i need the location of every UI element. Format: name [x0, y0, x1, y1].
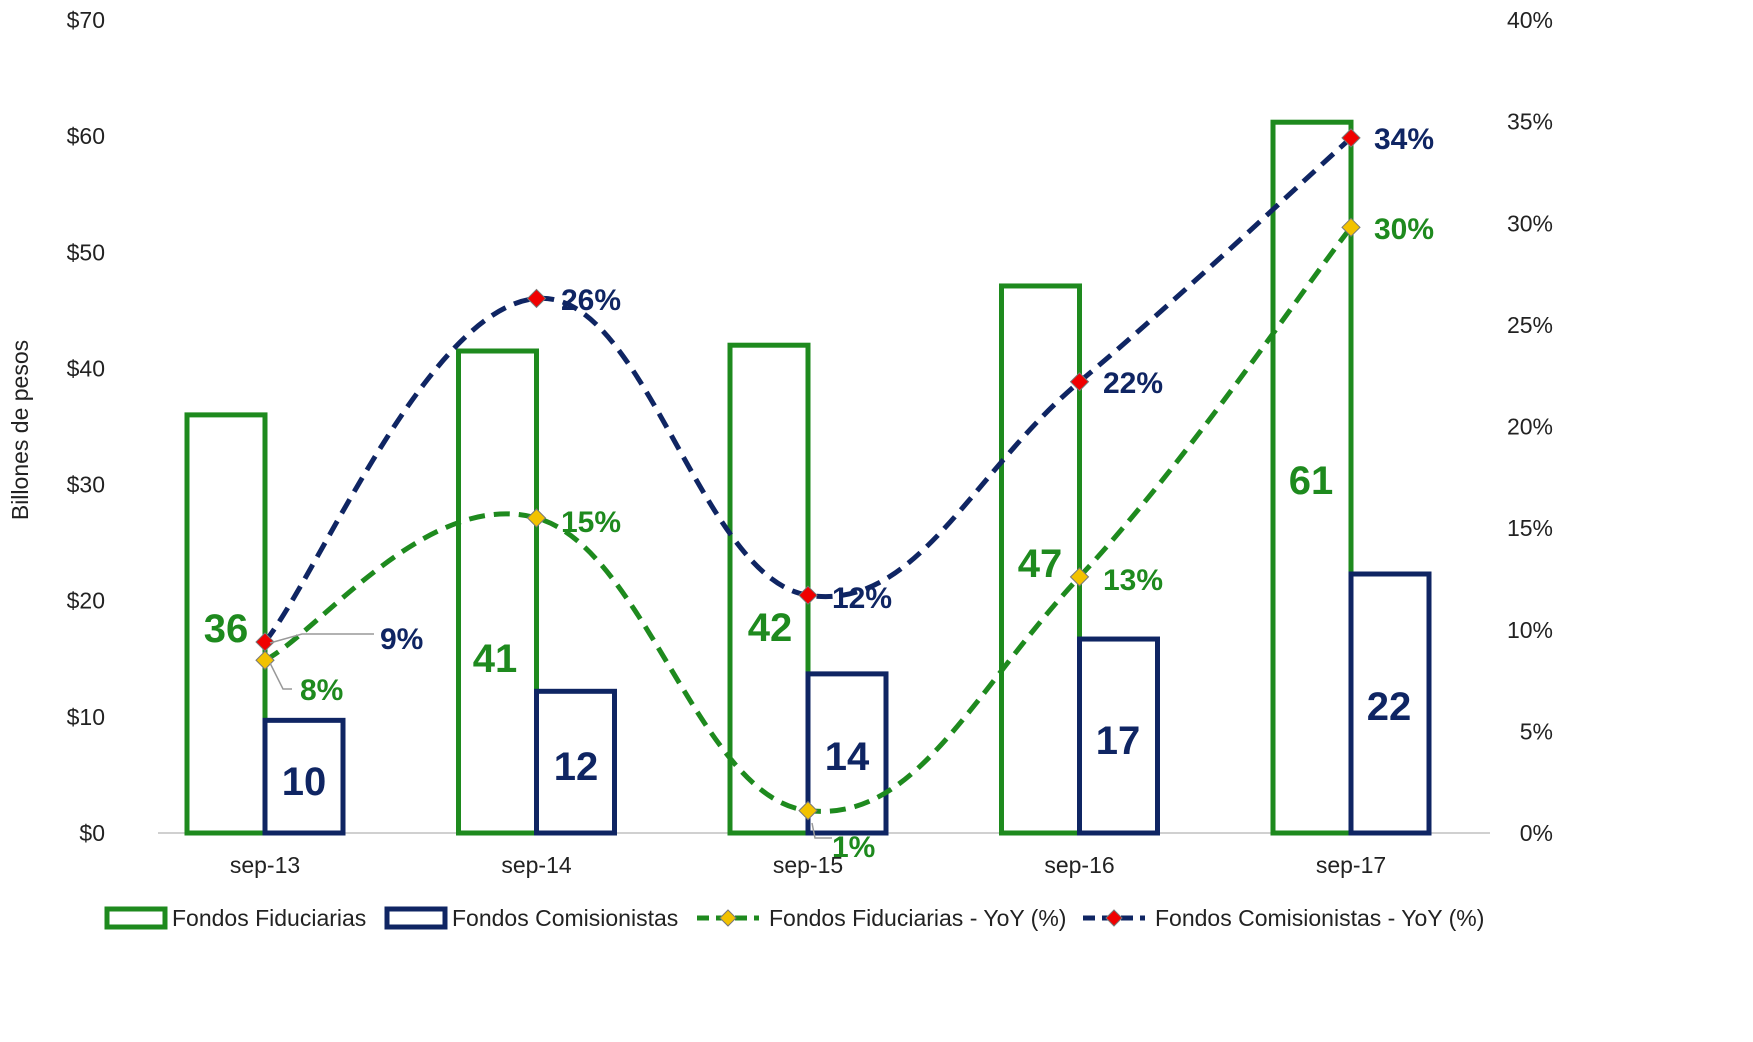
- marker-fiduciarias-yoy: [255, 650, 275, 670]
- y2-tick-label: 25%: [1507, 312, 1553, 338]
- bar-fondos-comisionistas: [534, 688, 617, 836]
- bar-label-fiduciarias: 47: [1018, 542, 1063, 586]
- legend: Fondos Fiduciarias Fondos Comisionistas Fo…: [104, 905, 1484, 931]
- y-axis-title: Billones de pesos: [7, 340, 33, 520]
- bar-label-comisionistas: 17: [1096, 719, 1141, 763]
- pct-label-comisionistas: 34%: [1374, 123, 1434, 156]
- y-tick-label: $30: [67, 472, 105, 498]
- data-labels: 36 10 41 12 42 14 47 17 61 22 8% 9% 15% 26% 1% 12% 13% 22…: [204, 123, 1434, 864]
- leader-line: [269, 662, 292, 690]
- y-tick-label: $70: [67, 7, 105, 33]
- y-tick-label: $50: [67, 239, 105, 265]
- bar-fondos-comisionistas: [1348, 571, 1432, 836]
- leader-line: [811, 822, 832, 839]
- y2-tick-label: 10%: [1507, 617, 1553, 643]
- bar-fondos-comisionistas: [805, 671, 889, 836]
- marker-comisionistas-yoy: [798, 585, 818, 605]
- pct-label-comisionistas: 9%: [380, 623, 423, 656]
- y-tick-label: $60: [67, 123, 105, 149]
- y-tick-label: $20: [67, 588, 105, 614]
- marker-comisionistas-yoy: [526, 288, 547, 309]
- marker-fiduciarias-yoy: [1341, 217, 1361, 238]
- y-tick-label: $10: [67, 704, 105, 730]
- bar-label-fiduciarias: 41: [473, 637, 518, 681]
- bar-fondos-fiduciarias: [184, 412, 268, 836]
- marker-fiduciarias-yoy: [1069, 567, 1090, 587]
- y2-tick-label: 0%: [1520, 820, 1553, 846]
- marker-comisionistas-yoy: [1341, 128, 1361, 148]
- legend-swatch-comisionistas-yoy-marker: [1105, 909, 1123, 927]
- y2-tick-label: 15%: [1507, 515, 1553, 541]
- bar-fondos-fiduciarias: [727, 342, 811, 836]
- pct-label-comisionistas: 12%: [832, 582, 892, 615]
- pct-label-fiduciarias: 8%: [300, 674, 343, 707]
- axes: $0 $10 $20 $30 $40 $50 $60 $70 0% 5% 10% 15% 20% 25% 3…: [7, 7, 1553, 878]
- pct-label-fiduciarias: 30%: [1374, 213, 1434, 246]
- line-comisionistas-yoy: [263, 136, 1353, 644]
- bar-fondos-fiduciarias: [1270, 119, 1354, 836]
- bar-fondos-comisionistas: [262, 717, 346, 836]
- legend-swatch-comisionistas: [384, 906, 448, 930]
- pct-label-fiduciarias: 15%: [561, 506, 621, 539]
- legend-swatch-fiduciarias-yoy-marker: [719, 909, 737, 927]
- legend-label-fiduciarias-yoy: Fondos Fiduciarias - YoY (%): [769, 905, 1066, 931]
- bar-label-comisionistas: 14: [825, 735, 870, 779]
- marker-comisionistas-yoy: [1069, 372, 1090, 392]
- y2-tick-label: 20%: [1507, 414, 1553, 440]
- marker-comisionistas-yoy: [255, 632, 275, 652]
- legend-label-comisionistas-yoy: Fondos Comisionistas - YoY (%): [1155, 905, 1484, 931]
- y2-tick-label: 40%: [1507, 7, 1553, 33]
- pct-label-fiduciarias: 13%: [1103, 564, 1163, 597]
- pct-label-comisionistas: 22%: [1103, 367, 1163, 400]
- legend-label-comisionistas: Fondos Comisionistas: [452, 905, 678, 931]
- bar-label-comisionistas: 22: [1367, 685, 1412, 729]
- x-tick-label: sep-13: [230, 852, 300, 878]
- pct-label-fiduciarias: 1%: [832, 831, 875, 864]
- y2-tick-label: 30%: [1507, 210, 1553, 236]
- x-tick-label: sep-17: [1316, 852, 1386, 878]
- legend-swatch-fiduciarias: [104, 906, 168, 930]
- bar-label-comisionistas: 12: [554, 745, 599, 789]
- legend-label-fiduciarias: Fondos Fiduciarias: [172, 905, 366, 931]
- lines: [255, 128, 1361, 821]
- bar-fondos-comisionistas: [1077, 636, 1160, 836]
- bar-label-fiduciarias: 42: [748, 606, 793, 650]
- leader-line: [269, 633, 374, 644]
- bar-label-fiduciarias: 36: [204, 607, 249, 651]
- bar-label-fiduciarias: 61: [1289, 459, 1334, 503]
- bar-fondos-fiduciarias: [456, 348, 539, 836]
- marker-fiduciarias-yoy: [526, 508, 547, 528]
- y-tick-label: $40: [67, 355, 105, 381]
- x-tick-label: sep-16: [1044, 852, 1114, 878]
- marker-fiduciarias-yoy: [798, 800, 818, 821]
- bar-fondos-fiduciarias: [999, 283, 1082, 836]
- bars: [184, 119, 1432, 836]
- y-tick-label: $0: [79, 820, 105, 846]
- y2-tick-label: 5%: [1520, 718, 1553, 744]
- y2-tick-label: 35%: [1507, 109, 1553, 135]
- pct-label-comisionistas: 26%: [561, 284, 621, 317]
- x-tick-label: sep-14: [501, 852, 572, 878]
- x-tick-label: sep-15: [773, 852, 843, 878]
- bar-label-comisionistas: 10: [282, 760, 327, 804]
